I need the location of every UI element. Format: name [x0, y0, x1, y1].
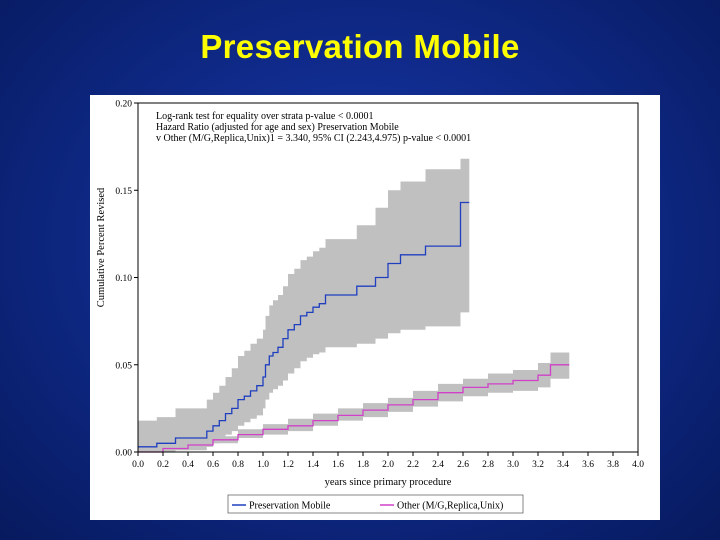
y-tick-label: 0.20: [115, 100, 132, 110]
y-tick-label: 0.00: [115, 449, 132, 459]
x-tick-label: 0.2: [157, 460, 169, 470]
annotation-line: Log-rank test for equality over strata p…: [156, 111, 374, 122]
ci-band-0: [138, 158, 470, 453]
x-tick-label: 2.6: [457, 460, 469, 470]
legend-label-0: Preservation Mobile: [249, 501, 331, 512]
axes: [134, 102, 639, 456]
annotation-line: Hazard Ratio (adjusted for age and sex) …: [156, 122, 399, 133]
chart-panel: 0.0 0.2 0.4 0.6 0.8 1.0 1.2 1.4 1.6 1.8 2.0 2.2 2.4 2…: [90, 95, 660, 520]
x-tick-label: 4.0: [632, 460, 644, 470]
series-lines: [138, 201, 570, 453]
annotation-block: Log-rank test for equality over strata p…: [156, 111, 471, 144]
x-tick-label: 3.2: [532, 460, 544, 470]
series-line-1: [138, 364, 570, 453]
x-tick-label: 0.4: [182, 460, 194, 470]
legend-frame: [227, 494, 524, 514]
x-tick-label: 3.4: [557, 460, 569, 470]
x-tick-label: 2.2: [407, 460, 419, 470]
ci-bands: [138, 158, 570, 453]
x-tick-label: 3.6: [582, 460, 594, 470]
x-tick-label: 0.8: [232, 460, 244, 470]
legend-label-1: Other (M/G,Replica,Unix): [397, 501, 503, 512]
x-tick-label: 2.4: [432, 460, 444, 470]
y-axis-label: Cumulative Percent Revised: [96, 187, 107, 307]
y-tick-label: 0.10: [115, 274, 132, 284]
x-tick-label: 1.8: [357, 460, 369, 470]
legend: Preservation Mobile Other (M/G,Replica,Un…: [227, 494, 524, 514]
slide-title: Preservation Mobile: [200, 28, 520, 65]
y-tick-label: 0.05: [115, 361, 132, 371]
x-tick-label: 1.2: [282, 460, 294, 470]
x-tick-label: 1.4: [307, 460, 319, 470]
x-tick-label: 3.0: [507, 460, 519, 470]
x-tick-label: 0.0: [132, 460, 144, 470]
x-tick-label: 1.0: [257, 460, 269, 470]
annotation-line: v Other (M/G,Replica,Unix)1 = 3.340, 95%…: [156, 133, 471, 144]
series-line-0: [138, 201, 470, 448]
x-axis-label: years since primary procedure: [325, 477, 452, 488]
x-tick-label: 1.6: [332, 460, 344, 470]
survival-chart: 0.0 0.2 0.4 0.6 0.8 1.0 1.2 1.4 1.6 1.8 2.0 2.2 2.4 2…: [96, 100, 644, 514]
x-tick-label: 2.8: [482, 460, 494, 470]
y-tick-label: 0.15: [115, 187, 132, 197]
x-tick-label: 3.8: [607, 460, 619, 470]
x-tick-label: 0.6: [207, 460, 219, 470]
x-tick-label: 2.0: [382, 460, 394, 470]
tick-labels: 0.0 0.2 0.4 0.6 0.8 1.0 1.2 1.4 1.6 1.8 2.0 2.2 2.4 2…: [96, 100, 644, 489]
